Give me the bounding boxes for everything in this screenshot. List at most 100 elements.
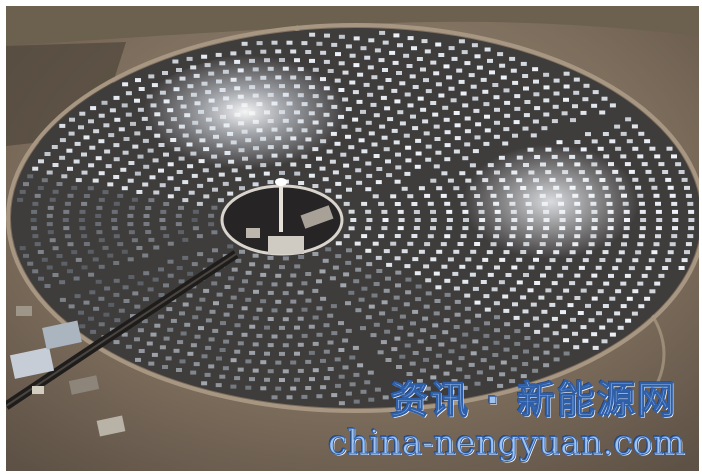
heliostat (81, 153, 87, 157)
heliostat (117, 242, 123, 246)
heliostat (397, 43, 403, 47)
heliostat (584, 84, 590, 88)
heliostat (618, 326, 624, 330)
heliostat (153, 246, 159, 250)
heliostat (17, 198, 23, 202)
heliostat (514, 342, 520, 346)
mirror-reflection (306, 96, 646, 316)
heliostat (106, 164, 112, 168)
heliostat (163, 283, 169, 287)
heliostat (481, 78, 487, 82)
heliostat (145, 230, 151, 234)
heliostat (162, 365, 168, 369)
heliostat (298, 369, 304, 373)
heliostat (361, 46, 367, 50)
heliostat (294, 326, 300, 330)
heliostat (589, 318, 595, 322)
heliostat (521, 62, 527, 66)
heliostat (119, 309, 125, 313)
heliostat (53, 190, 59, 194)
heliostat (335, 384, 341, 388)
heliostat (187, 57, 193, 61)
heliostat (346, 44, 352, 48)
heliostat (302, 308, 308, 312)
heliostat (31, 226, 37, 230)
heliostat (108, 303, 114, 307)
heliostat (216, 383, 222, 387)
heliostat (320, 269, 326, 273)
heliostat (632, 312, 638, 316)
heliostat (103, 123, 109, 127)
heliostat (110, 108, 116, 112)
heliostat (38, 277, 44, 281)
heliostat (287, 282, 293, 286)
heliostat (350, 382, 356, 386)
heliostat (511, 69, 517, 73)
heliostat (81, 202, 87, 206)
heliostat (132, 198, 138, 202)
heliostat (164, 337, 170, 341)
heliostat (128, 275, 134, 279)
heliostat (211, 281, 217, 285)
heliostat (435, 43, 441, 47)
heliostat (375, 48, 381, 52)
power-tower (279, 184, 283, 232)
heliostat (512, 81, 518, 85)
heliostat (649, 258, 655, 262)
heliostat (543, 324, 549, 328)
heliostat (61, 262, 67, 266)
heliostat (625, 274, 631, 278)
heliostat (114, 202, 120, 206)
heliostat (482, 346, 488, 350)
heliostat (67, 167, 73, 171)
heliostat (568, 303, 574, 307)
heliostat (187, 272, 193, 276)
heliostat (60, 138, 66, 142)
heliostat (88, 163, 94, 167)
heliostat (459, 80, 465, 84)
heliostat (176, 368, 182, 372)
heliostat (432, 323, 438, 327)
heliostat (459, 39, 465, 43)
heliostat (114, 279, 120, 283)
heliostat (230, 51, 236, 55)
heliostat (472, 43, 478, 47)
heliostat (108, 133, 114, 137)
heliostat (57, 182, 63, 186)
heliostat (573, 345, 579, 349)
heliostat (231, 358, 237, 362)
heliostat (324, 34, 330, 38)
heliostat (159, 218, 165, 222)
heliostat (93, 129, 99, 133)
heliostat (264, 264, 270, 268)
heliostat (162, 71, 168, 75)
heliostat (242, 333, 248, 337)
heliostat (543, 338, 549, 342)
heliostat (343, 365, 349, 369)
heliostat (223, 366, 229, 370)
heliostat (154, 324, 160, 328)
heliostat (656, 226, 662, 230)
heliostat (93, 179, 99, 183)
heliostat (335, 357, 341, 361)
heliostat (637, 154, 643, 158)
heliostat (543, 363, 549, 367)
heliostat (104, 287, 110, 291)
heliostat (339, 35, 345, 39)
heliostat (346, 392, 352, 396)
heliostat (316, 42, 322, 46)
heliostat (65, 202, 71, 206)
heliostat (533, 356, 539, 360)
heliostat (142, 254, 148, 258)
heliostat (562, 325, 568, 329)
heliostat (345, 301, 351, 305)
heliostat (98, 297, 104, 301)
heliostat (627, 139, 633, 143)
heliostat (253, 254, 259, 258)
heliostat (654, 242, 660, 246)
heliostat (620, 282, 626, 286)
heliostat (472, 339, 478, 343)
heliostat (260, 273, 266, 277)
heliostat (48, 206, 54, 210)
heliostat (84, 301, 90, 305)
